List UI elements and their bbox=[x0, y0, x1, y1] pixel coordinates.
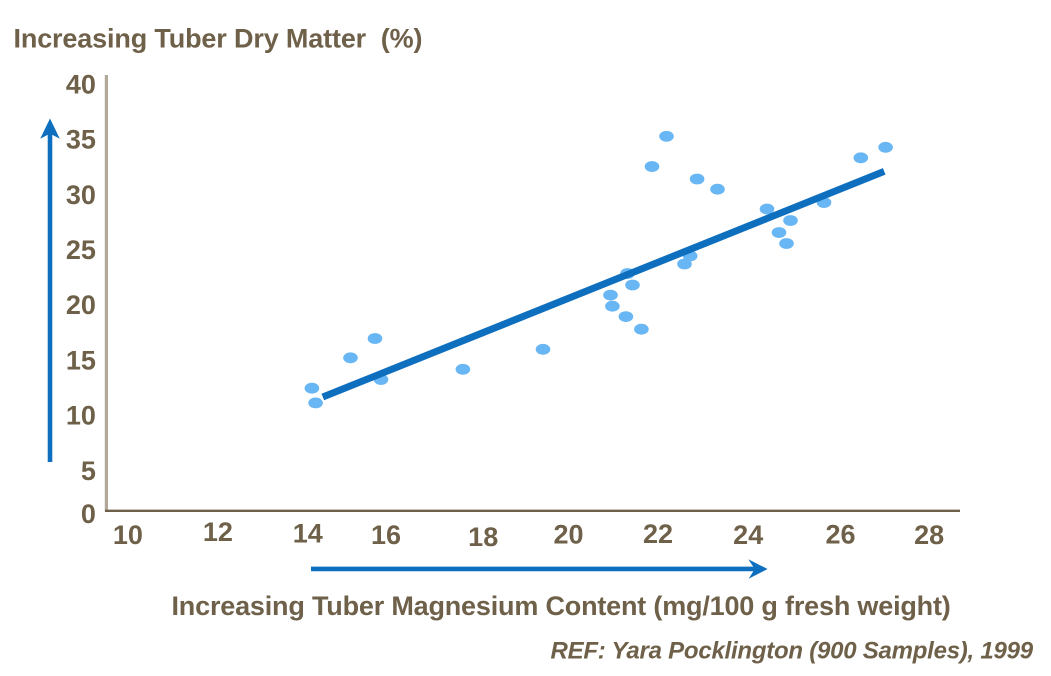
svg-text:5: 5 bbox=[81, 456, 96, 486]
svg-text:24: 24 bbox=[733, 520, 763, 550]
svg-text:22: 22 bbox=[643, 519, 673, 549]
svg-text:10: 10 bbox=[113, 520, 143, 550]
svg-text:25: 25 bbox=[66, 235, 96, 265]
svg-text:14: 14 bbox=[293, 519, 323, 549]
svg-text:12: 12 bbox=[203, 517, 233, 547]
svg-text:Increasing Tuber Dry Matter (: Increasing Tuber Dry Matter (%) bbox=[14, 24, 423, 54]
svg-text:15: 15 bbox=[66, 345, 96, 375]
svg-text:Increasing Tuber Magnesium Con: Increasing Tuber Magnesium Content (mg/1… bbox=[172, 591, 951, 621]
svg-text:0: 0 bbox=[81, 499, 96, 529]
svg-text:REF: Yara Pocklington (900 Sam: REF: Yara Pocklington (900 Samples), 199… bbox=[551, 638, 1034, 665]
svg-text:16: 16 bbox=[371, 520, 401, 550]
svg-text:35: 35 bbox=[66, 125, 96, 155]
svg-text:30: 30 bbox=[66, 180, 96, 210]
svg-text:40: 40 bbox=[66, 69, 96, 99]
svg-text:28: 28 bbox=[914, 520, 944, 550]
svg-text:26: 26 bbox=[825, 520, 855, 550]
svg-text:20: 20 bbox=[66, 290, 96, 320]
svg-text:18: 18 bbox=[468, 522, 498, 552]
svg-text:20: 20 bbox=[553, 520, 583, 550]
svg-text:10: 10 bbox=[66, 401, 96, 431]
